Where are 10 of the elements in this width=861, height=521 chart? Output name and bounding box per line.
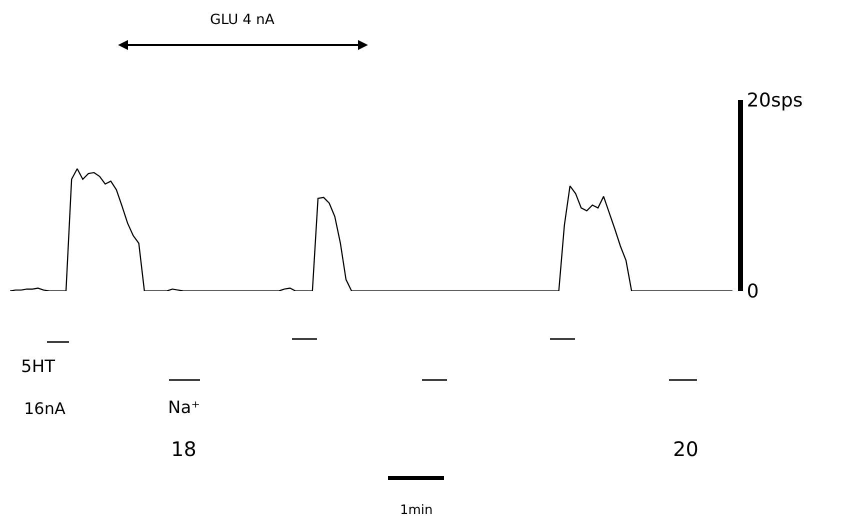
text: Na⁺ — [168, 398, 200, 418]
text: 5HT — [21, 357, 56, 377]
y-tick-label: 20sps — [746, 90, 803, 112]
line-series — [10, 168, 733, 291]
text: GLU 4 nA — [210, 12, 275, 28]
text: 18 — [171, 437, 196, 461]
text: 1min — [400, 503, 433, 518]
y-tick-label: 0 — [746, 280, 759, 303]
text: 16nA — [24, 399, 66, 418]
text: 20 — [673, 437, 698, 461]
